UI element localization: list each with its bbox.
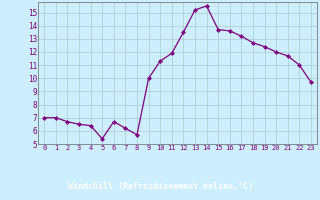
Text: Windchill (Refroidissement éolien,°C): Windchill (Refroidissement éolien,°C) [68,182,252,192]
